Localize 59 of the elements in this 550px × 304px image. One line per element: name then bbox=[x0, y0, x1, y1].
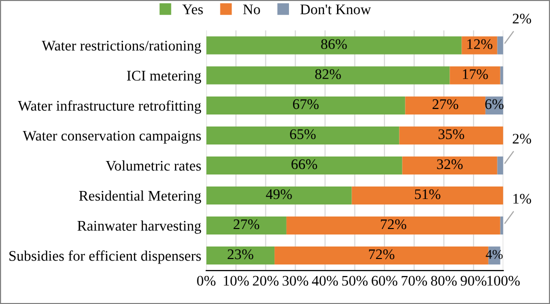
x-tick-label: 80% bbox=[431, 276, 457, 286]
data-label: 27% bbox=[432, 99, 458, 110]
y-tick-label: Subsidies for efficient dispensers bbox=[9, 250, 201, 264]
data-label: 35% bbox=[438, 129, 464, 140]
bar bbox=[286, 216, 500, 235]
data-label: 6% bbox=[485, 99, 504, 110]
y-tick-label: Volumetric rates bbox=[106, 160, 201, 171]
data-label: 12% bbox=[467, 39, 492, 50]
data-label: 2% bbox=[512, 134, 532, 144]
y-tick-label: Water conservation campaigns bbox=[22, 130, 201, 144]
data-label: 72% bbox=[369, 249, 394, 260]
x-tick-label: 60% bbox=[372, 276, 398, 286]
bar bbox=[206, 216, 286, 235]
data-label: 1% bbox=[513, 194, 532, 204]
y-tick-label: ICI metering bbox=[127, 70, 202, 84]
legend-label: Yes bbox=[182, 4, 203, 14]
legend-label: No bbox=[243, 4, 260, 14]
x-tick-label: 30% bbox=[282, 276, 308, 286]
legend-label: Don't Know bbox=[300, 4, 371, 14]
x-tick-label: 20% bbox=[252, 276, 279, 286]
x-tick-label: 50% bbox=[342, 276, 368, 286]
data-label: 27% bbox=[234, 219, 260, 230]
bar bbox=[352, 186, 504, 205]
x-tick-label: 10% bbox=[224, 276, 249, 286]
bar bbox=[450, 66, 500, 84]
bar bbox=[206, 66, 450, 84]
data-label: 72% bbox=[380, 219, 406, 230]
data-label: 17% bbox=[462, 69, 488, 80]
bar bbox=[399, 126, 504, 144]
bar bbox=[462, 36, 498, 54]
bar bbox=[206, 36, 462, 54]
bar bbox=[405, 96, 486, 114]
data-label: 86% bbox=[321, 39, 347, 50]
x-tick-label: 0% bbox=[197, 276, 216, 286]
x-tick-label: 90% bbox=[460, 276, 486, 286]
y-tick-label: Residential Metering bbox=[79, 190, 202, 204]
bar bbox=[497, 156, 504, 174]
data-label: 82% bbox=[315, 69, 341, 80]
x-tick-label: 40% bbox=[312, 276, 338, 286]
data-label: 32% bbox=[437, 159, 463, 170]
x-tick-label: 70% bbox=[402, 276, 428, 286]
y-tick-label: Rainwater harvesting bbox=[77, 220, 202, 234]
bar bbox=[206, 246, 275, 265]
data-label: 2% bbox=[512, 14, 532, 24]
bar bbox=[206, 156, 402, 174]
data-label: 67% bbox=[293, 99, 319, 110]
data-label: 49% bbox=[266, 189, 292, 200]
x-tick-label: 100% bbox=[488, 276, 520, 286]
y-tick-label: Water infrastructure retrofitting bbox=[18, 100, 202, 114]
bar bbox=[497, 36, 504, 54]
bar bbox=[206, 126, 400, 144]
data-label: 51% bbox=[414, 189, 440, 200]
bar bbox=[402, 156, 498, 174]
data-label: 66% bbox=[292, 159, 318, 170]
y-tick-label: Water restrictions/rationing bbox=[42, 40, 202, 54]
bar bbox=[206, 96, 406, 114]
data-label: 65% bbox=[290, 129, 316, 140]
data-label: 23% bbox=[228, 249, 254, 260]
bar bbox=[206, 186, 352, 205]
